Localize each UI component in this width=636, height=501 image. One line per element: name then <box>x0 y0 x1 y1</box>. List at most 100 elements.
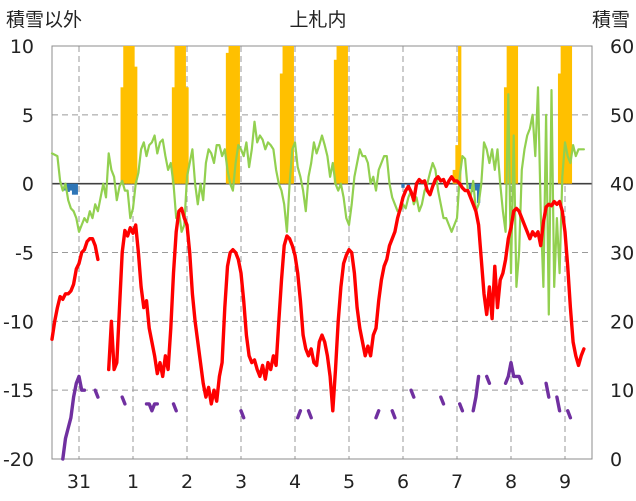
bars-orange-bar <box>233 46 238 184</box>
snow-depth-series-line <box>471 374 481 413</box>
snow-depth-series-line <box>171 402 178 413</box>
snow-depth-series-line <box>503 360 524 385</box>
chart-title: 上札内 <box>289 9 346 31</box>
bars-orange-bar <box>336 46 340 184</box>
bars-orange-bar <box>182 46 186 184</box>
x-tick-label: 6 <box>397 471 409 493</box>
y-right-tick-label: 60 <box>610 36 634 58</box>
snow-depth-series-line <box>61 374 87 461</box>
bars-orange-bar <box>452 169 456 184</box>
snow-depth-series-line <box>555 395 562 413</box>
bars-orange-bar <box>134 66 138 184</box>
plot-border <box>51 45 593 460</box>
right-axis-title: 積雪 <box>592 9 630 31</box>
bars-orange-bar <box>566 46 570 184</box>
bars-orange-bar <box>236 46 240 184</box>
bars-orange-bar <box>285 46 289 184</box>
bars-orange-bar <box>123 46 127 184</box>
y-left-tick-label: -20 <box>3 449 34 471</box>
y-left-tick-label: 0 <box>22 174 34 196</box>
bars-orange-bar <box>225 52 230 184</box>
x-tick-label: 7 <box>451 471 463 493</box>
y-right-tick-label: 30 <box>610 243 634 265</box>
bars-orange-bar <box>282 46 286 184</box>
bars-orange-bar <box>560 46 564 184</box>
bars-orange-bar <box>174 46 178 184</box>
bars-orange-bar <box>509 46 513 184</box>
bars-orange-bar <box>185 87 189 184</box>
x-tick-label: 3 <box>235 471 247 493</box>
snow-depth-series-line <box>409 388 416 399</box>
y-right-tick-label: 50 <box>610 105 634 127</box>
x-tick-label: 9 <box>559 471 571 493</box>
bars-orange-bar <box>231 46 235 184</box>
y-left-tick-label: 5 <box>22 105 34 127</box>
bars-orange-bar <box>503 87 508 184</box>
bars-orange-bar <box>512 46 516 184</box>
bars-orange-bar <box>287 46 292 184</box>
bars-orange-bar <box>557 73 562 184</box>
snow-depth-series-line <box>120 395 127 406</box>
temperature-series-line <box>50 237 100 341</box>
y-right-tick-label: 40 <box>610 174 634 196</box>
bars-orange-bar <box>131 46 135 184</box>
snow-depth-series-line <box>144 402 159 413</box>
plot-area-border <box>51 45 593 460</box>
grid-lines <box>52 45 592 460</box>
x-tick-label: 5 <box>343 471 355 493</box>
bars-orange-bar <box>568 46 573 184</box>
bars-blue-bar <box>468 183 473 190</box>
y-left-tick-label: -5 <box>15 243 34 265</box>
bars-orange-bar <box>179 46 184 184</box>
left-axis-title: 積雪以外 <box>6 9 82 31</box>
bars-blue-bar <box>474 183 478 191</box>
x-tick-label: 31 <box>67 471 91 493</box>
snow-depth-series-line <box>239 409 246 420</box>
bars-orange-bar <box>344 46 348 184</box>
bars-blue-bar <box>476 183 481 203</box>
y-left-tick-label: 10 <box>10 36 34 58</box>
bars-orange-bar <box>177 46 181 184</box>
bars-layer <box>63 46 573 203</box>
bars-orange-bar <box>514 46 519 184</box>
bars-orange-bar <box>125 46 130 184</box>
snow-depth-series-line <box>390 409 397 420</box>
axis-labels: 積雪以外 上札内 積雪 <box>6 9 630 31</box>
y-right-tick-label: 10 <box>610 380 634 402</box>
x-tick-label: 2 <box>181 471 193 493</box>
x-tick-label: 8 <box>505 471 517 493</box>
bars-blue-bar <box>74 183 78 195</box>
bars-orange-bar <box>120 87 124 184</box>
bars-orange-bar <box>563 46 567 184</box>
bars-blue-bar <box>71 183 76 195</box>
x-tick-label: 4 <box>289 471 301 493</box>
secondary-line-series-line <box>50 86 585 316</box>
bars-orange-bar <box>339 46 343 184</box>
bars-orange-bar <box>279 73 284 184</box>
lines-layer <box>50 86 586 461</box>
y-right-tick-label: 0 <box>610 449 622 471</box>
bars-blue-bar <box>69 183 73 191</box>
bars-orange-bar <box>458 46 462 184</box>
snow-depth-series-line <box>439 395 446 406</box>
snow-depth-series-line <box>374 409 381 420</box>
y-left-tick-label: -10 <box>3 311 34 333</box>
bars-blue-bar <box>66 183 70 192</box>
bars-orange-bar <box>228 46 232 184</box>
snow-depth-series-line <box>544 381 551 399</box>
y-left-tick-label: -15 <box>3 380 34 402</box>
bars-orange-bar <box>455 145 459 184</box>
bars-orange-bar <box>333 59 338 184</box>
snow-depth-series-line <box>93 388 100 399</box>
bars-orange-bar <box>341 46 346 184</box>
bars-orange-bar <box>128 46 132 184</box>
snow-depth-series-line <box>306 409 313 420</box>
bars-orange-bar <box>171 87 176 184</box>
snow-depth-series-line <box>458 402 465 413</box>
snow-depth-series-line <box>566 409 573 420</box>
y-right-tick-label: 20 <box>610 311 634 333</box>
snow-depth-series-line <box>296 409 303 420</box>
temperature-series-line <box>107 175 586 413</box>
bars-orange-bar <box>290 46 294 184</box>
